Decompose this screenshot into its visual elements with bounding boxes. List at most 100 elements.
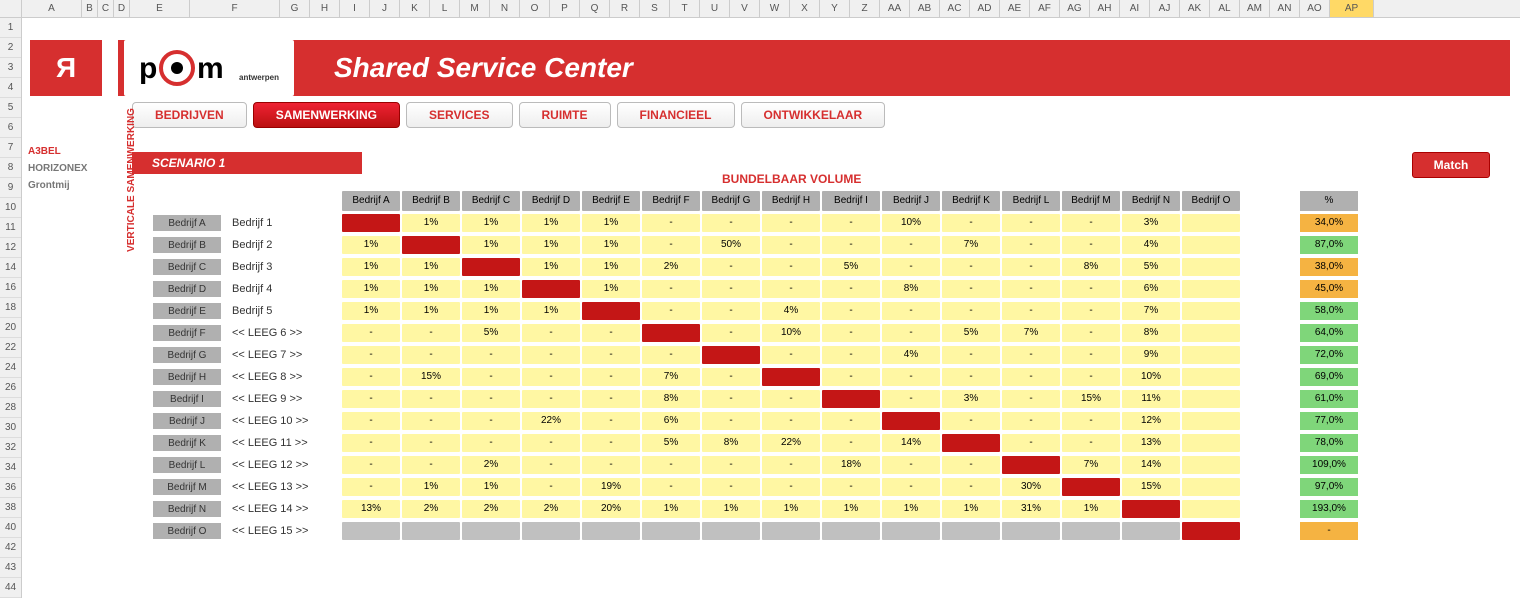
- excel-col-D[interactable]: D: [114, 0, 130, 17]
- excel-row-24[interactable]: 24: [0, 358, 21, 378]
- matrix-cell: 1%: [402, 280, 460, 298]
- matrix-cell: -: [1062, 302, 1120, 320]
- excel-col-A[interactable]: A: [22, 0, 82, 17]
- excel-col-M[interactable]: M: [460, 0, 490, 17]
- excel-row-7[interactable]: 7: [0, 138, 21, 158]
- excel-col-AA[interactable]: AA: [880, 0, 910, 17]
- excel-col-B[interactable]: B: [82, 0, 98, 17]
- excel-col-U[interactable]: U: [700, 0, 730, 17]
- excel-col-AM[interactable]: AM: [1240, 0, 1270, 17]
- excel-col-AI[interactable]: AI: [1120, 0, 1150, 17]
- excel-row-32[interactable]: 32: [0, 438, 21, 458]
- excel-row-34[interactable]: 34: [0, 458, 21, 478]
- matrix-cell: [702, 346, 760, 364]
- excel-row-10[interactable]: 10: [0, 198, 21, 218]
- excel-col-AC[interactable]: AC: [940, 0, 970, 17]
- excel-col-I[interactable]: I: [340, 0, 370, 17]
- excel-col-AP[interactable]: AP: [1330, 0, 1374, 17]
- matrix-cell: [582, 522, 640, 540]
- matrix-cell: -: [882, 478, 940, 496]
- excel-row-22[interactable]: 22: [0, 338, 21, 358]
- excel-row-36[interactable]: 36: [0, 478, 21, 498]
- nav-services[interactable]: SERVICES: [406, 102, 512, 128]
- excel-col-Y[interactable]: Y: [820, 0, 850, 17]
- excel-row-3[interactable]: 3: [0, 58, 21, 78]
- excel-row-6[interactable]: 6: [0, 118, 21, 138]
- excel-col-AH[interactable]: AH: [1090, 0, 1120, 17]
- excel-col-K[interactable]: K: [400, 0, 430, 17]
- excel-row-8[interactable]: 8: [0, 158, 21, 178]
- excel-col-G[interactable]: G: [280, 0, 310, 17]
- excel-col-P[interactable]: P: [550, 0, 580, 17]
- excel-col-AJ[interactable]: AJ: [1150, 0, 1180, 17]
- excel-row-18[interactable]: 18: [0, 298, 21, 318]
- matrix-cell: 1%: [582, 214, 640, 232]
- excel-col-H[interactable]: H: [310, 0, 340, 17]
- matrix-cell: -: [822, 236, 880, 254]
- excel-row-1[interactable]: 1: [0, 18, 21, 38]
- excel-row-28[interactable]: 28: [0, 398, 21, 418]
- excel-col-AK[interactable]: AK: [1180, 0, 1210, 17]
- excel-row-2[interactable]: 2: [0, 38, 21, 58]
- nav-bedrijven[interactable]: BEDRIJVEN: [132, 102, 247, 128]
- matrix-cell: [1182, 412, 1240, 430]
- excel-col-AL[interactable]: AL: [1210, 0, 1240, 17]
- excel-col-O[interactable]: O: [520, 0, 550, 17]
- excel-col-J[interactable]: J: [370, 0, 400, 17]
- matrix-col-header: Bedrijf J: [882, 191, 940, 211]
- pom-logo: p m antwerpen: [124, 40, 294, 96]
- excel-row-14[interactable]: 14: [0, 258, 21, 278]
- match-pct-cell: 193,0%: [1300, 500, 1358, 518]
- row-company-label: Bedrijf N: [152, 500, 222, 518]
- matrix-cell: [1182, 500, 1240, 518]
- excel-col-Z[interactable]: Z: [850, 0, 880, 17]
- excel-col-AB[interactable]: AB: [910, 0, 940, 17]
- excel-row-44[interactable]: 44: [0, 578, 21, 598]
- matrix-cell: -: [942, 368, 1000, 386]
- excel-col-L[interactable]: L: [430, 0, 460, 17]
- excel-row-11[interactable]: 11: [0, 218, 21, 238]
- matrix-cell: 7%: [1002, 324, 1060, 342]
- excel-col-AO[interactable]: AO: [1300, 0, 1330, 17]
- svg-text:m: m: [197, 52, 224, 85]
- nav-samenwerking[interactable]: SAMENWERKING: [253, 102, 400, 128]
- excel-col-AF[interactable]: AF: [1030, 0, 1060, 17]
- excel-col-W[interactable]: W: [760, 0, 790, 17]
- excel-col-T[interactable]: T: [670, 0, 700, 17]
- excel-col-V[interactable]: V: [730, 0, 760, 17]
- matrix-cell: -: [822, 412, 880, 430]
- excel-row-38[interactable]: 38: [0, 498, 21, 518]
- matrix-cell: [1182, 368, 1240, 386]
- excel-row-40[interactable]: 40: [0, 518, 21, 538]
- excel-col-R[interactable]: R: [610, 0, 640, 17]
- excel-row-20[interactable]: 20: [0, 318, 21, 338]
- excel-row-26[interactable]: 26: [0, 378, 21, 398]
- nav-ruimte[interactable]: RUIMTE: [519, 102, 611, 128]
- excel-col-S[interactable]: S: [640, 0, 670, 17]
- matrix-col-header: Bedrijf A: [342, 191, 400, 211]
- excel-col-F[interactable]: F: [190, 0, 280, 17]
- excel-row-43[interactable]: 43: [0, 558, 21, 578]
- excel-col-C[interactable]: C: [98, 0, 114, 17]
- excel-row-12[interactable]: 12: [0, 238, 21, 258]
- excel-row-30[interactable]: 30: [0, 418, 21, 438]
- excel-row-42[interactable]: 42: [0, 538, 21, 558]
- matrix-cell: [582, 302, 640, 320]
- row-name-label: Bedrijf 5: [222, 305, 342, 317]
- excel-col-Q[interactable]: Q: [580, 0, 610, 17]
- excel-row-5[interactable]: 5: [0, 98, 21, 118]
- excel-col-X[interactable]: X: [790, 0, 820, 17]
- excel-col-N[interactable]: N: [490, 0, 520, 17]
- nav-ontwikkelaar[interactable]: ONTWIKKELAAR: [741, 102, 886, 128]
- excel-row-9[interactable]: 9: [0, 178, 21, 198]
- excel-col-E[interactable]: E: [130, 0, 190, 17]
- excel-row-16[interactable]: 16: [0, 278, 21, 298]
- excel-col-AG[interactable]: AG: [1060, 0, 1090, 17]
- matrix-row: Bedrijf N<< LEEG 14 >>13%2%2%2%20%1%1%1%…: [132, 498, 1500, 520]
- excel-col-AD[interactable]: AD: [970, 0, 1000, 17]
- match-badge[interactable]: Match: [1412, 152, 1490, 178]
- excel-col-AE[interactable]: AE: [1000, 0, 1030, 17]
- nav-financieel[interactable]: FINANCIEEL: [617, 102, 735, 128]
- excel-col-AN[interactable]: AN: [1270, 0, 1300, 17]
- excel-row-4[interactable]: 4: [0, 78, 21, 98]
